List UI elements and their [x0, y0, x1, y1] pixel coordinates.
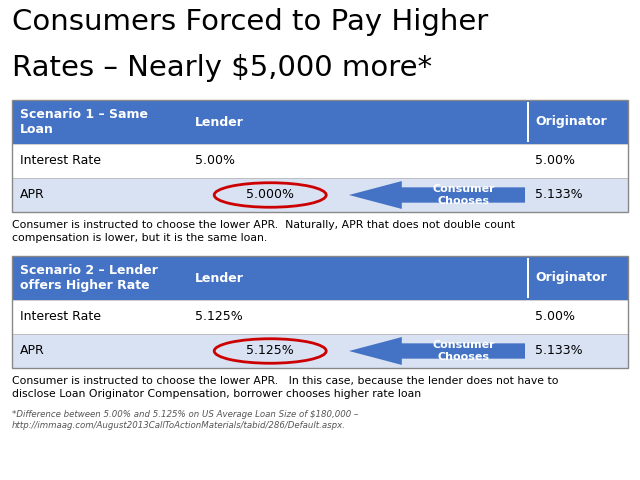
Text: Consumer is instructed to choose the lower APR.  Naturally, APR that does not do: Consumer is instructed to choose the low… [12, 220, 515, 243]
Text: Interest Rate: Interest Rate [20, 155, 101, 168]
Text: APR: APR [20, 345, 45, 358]
Polygon shape [349, 181, 525, 209]
Bar [187, 100, 527, 144]
Text: Originator: Originator [535, 272, 607, 285]
Bar [527, 144, 628, 178]
Text: 5.000%: 5.000% [246, 189, 294, 202]
Text: Rates – Nearly $5,000 more*: Rates – Nearly $5,000 more* [12, 54, 432, 82]
Bar [187, 144, 527, 178]
Bar [527, 256, 628, 300]
Text: 5.125%: 5.125% [246, 345, 294, 358]
Bar [527, 102, 529, 142]
Bar [12, 100, 187, 144]
Text: Scenario 2 – Lender
offers Higher Rate: Scenario 2 – Lender offers Higher Rate [20, 264, 158, 292]
Text: 5.00%: 5.00% [535, 155, 575, 168]
Bar [12, 300, 628, 334]
Bar [12, 334, 628, 368]
Bar [12, 256, 187, 300]
Text: Lender: Lender [195, 272, 244, 285]
Text: Consumer
Chooses: Consumer Chooses [432, 340, 495, 362]
Text: 5.00%: 5.00% [535, 311, 575, 324]
Bar [187, 300, 527, 334]
Text: Originator: Originator [535, 116, 607, 129]
Bar [12, 144, 628, 178]
Bar [527, 300, 628, 334]
Bar [12, 256, 628, 368]
Text: Consumer
Chooses: Consumer Chooses [432, 184, 495, 206]
Text: Interest Rate: Interest Rate [20, 311, 101, 324]
Bar [187, 256, 527, 300]
Text: Consumers Forced to Pay Higher: Consumers Forced to Pay Higher [12, 8, 488, 36]
Bar [187, 334, 527, 368]
Bar [12, 100, 628, 212]
Text: *Difference between 5.00% and 5.125% on US Average Loan Size of $180,000 –
http:: *Difference between 5.00% and 5.125% on … [12, 410, 358, 430]
Bar [187, 178, 527, 212]
Text: 5.125%: 5.125% [195, 311, 243, 324]
Bar [12, 144, 187, 178]
Text: 5.133%: 5.133% [535, 345, 582, 358]
Text: Scenario 1 – Same
Loan: Scenario 1 – Same Loan [20, 108, 148, 136]
Bar [527, 258, 529, 298]
Text: 5.133%: 5.133% [535, 189, 582, 202]
Bar [527, 178, 628, 212]
Text: Consumer is instructed to choose the lower APR.   In this case, because the lend: Consumer is instructed to choose the low… [12, 376, 559, 399]
Bar [527, 334, 628, 368]
Polygon shape [349, 337, 525, 365]
Text: Lender: Lender [195, 116, 244, 129]
Bar [12, 334, 187, 368]
Bar [12, 300, 187, 334]
Bar [12, 178, 628, 212]
Bar [527, 100, 628, 144]
Text: 5.00%: 5.00% [195, 155, 235, 168]
Text: APR: APR [20, 189, 45, 202]
Bar [12, 178, 187, 212]
